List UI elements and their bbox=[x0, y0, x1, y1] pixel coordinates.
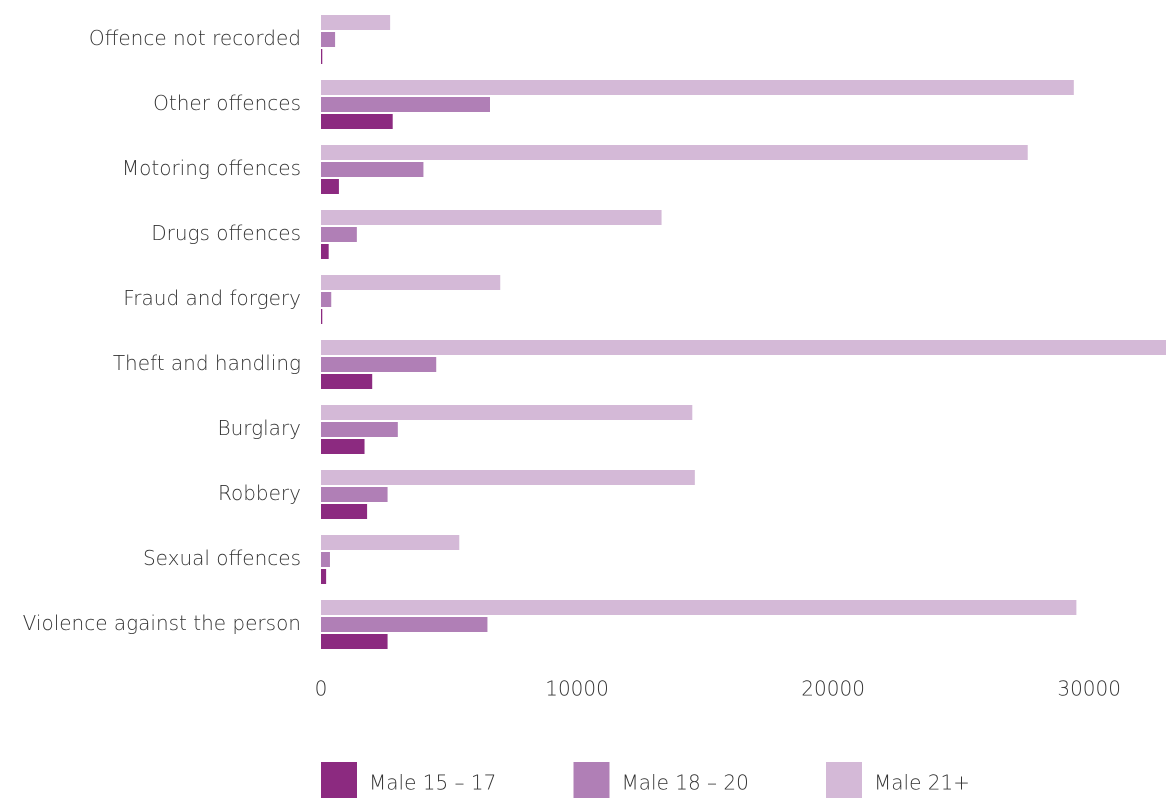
bar bbox=[321, 292, 332, 307]
category-label: Drugs offences bbox=[151, 221, 301, 245]
bar bbox=[321, 600, 1077, 615]
bar bbox=[321, 97, 490, 112]
bar bbox=[321, 422, 398, 437]
x-tick-label: 30000 bbox=[1057, 677, 1121, 701]
legend-swatch bbox=[826, 762, 862, 798]
legend-swatch bbox=[573, 762, 610, 798]
bar bbox=[321, 535, 460, 550]
bar bbox=[321, 244, 329, 259]
bar bbox=[321, 374, 373, 389]
bar bbox=[321, 309, 323, 324]
legend-label: Male 18 – 20 bbox=[622, 771, 749, 795]
bar bbox=[321, 227, 357, 242]
bar bbox=[321, 405, 693, 420]
bar bbox=[321, 80, 1074, 95]
bar bbox=[321, 32, 336, 47]
legend-swatch bbox=[321, 762, 357, 798]
bar bbox=[321, 275, 501, 290]
bar bbox=[321, 504, 368, 519]
bar bbox=[321, 569, 327, 584]
category-label: Theft and handling bbox=[113, 351, 301, 375]
bar bbox=[321, 145, 1028, 160]
category-label: Fraud and forgery bbox=[123, 286, 301, 310]
bar bbox=[321, 114, 393, 129]
bar bbox=[321, 210, 662, 225]
bar bbox=[321, 15, 391, 30]
bar bbox=[321, 340, 1166, 355]
bar bbox=[321, 179, 339, 194]
x-tick-label: 10000 bbox=[545, 677, 609, 701]
category-label: Offence not recorded bbox=[89, 26, 301, 50]
bar bbox=[321, 439, 365, 454]
legend-label: Male 21+ bbox=[874, 771, 970, 795]
category-label: Robbery bbox=[218, 481, 301, 505]
bar bbox=[321, 470, 695, 485]
category-label: Other offences bbox=[153, 91, 301, 115]
bar bbox=[321, 49, 323, 64]
category-label: Burglary bbox=[217, 416, 301, 440]
category-label: Motoring offences bbox=[122, 156, 301, 180]
bar bbox=[321, 552, 330, 567]
x-tick-label: 20000 bbox=[801, 677, 865, 701]
legend-label: Male 15 – 17 bbox=[369, 771, 496, 795]
bar bbox=[321, 634, 388, 649]
category-label: Violence against the person bbox=[23, 611, 301, 635]
x-tick-label: 0 bbox=[315, 677, 328, 701]
bar bbox=[321, 357, 437, 372]
bar bbox=[321, 487, 388, 502]
bar bbox=[321, 162, 424, 177]
bar bbox=[321, 617, 488, 632]
category-label: Sexual offences bbox=[143, 546, 301, 570]
